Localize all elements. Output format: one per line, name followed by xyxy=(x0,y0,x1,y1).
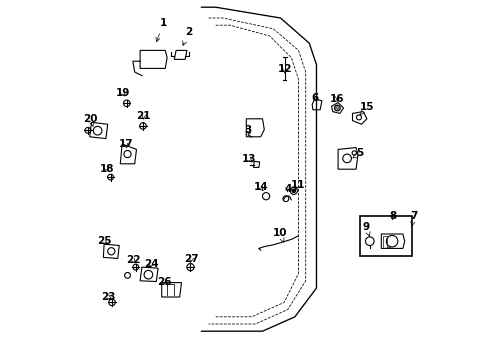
Text: 10: 10 xyxy=(272,228,286,242)
Circle shape xyxy=(291,189,295,193)
Text: 19: 19 xyxy=(115,88,130,98)
Text: 20: 20 xyxy=(83,114,98,127)
Text: 18: 18 xyxy=(100,164,114,174)
Text: 22: 22 xyxy=(125,255,140,265)
Text: 21: 21 xyxy=(136,111,151,121)
Text: 7: 7 xyxy=(409,211,417,226)
Text: 4: 4 xyxy=(284,184,291,194)
Text: 1: 1 xyxy=(156,18,167,42)
Text: 9: 9 xyxy=(362,222,369,236)
Text: 25: 25 xyxy=(97,236,111,246)
Bar xyxy=(359,216,411,256)
Circle shape xyxy=(334,105,340,111)
Text: 8: 8 xyxy=(388,211,396,221)
Text: 24: 24 xyxy=(144,258,159,269)
Text: 14: 14 xyxy=(253,182,267,192)
Text: 15: 15 xyxy=(359,102,373,115)
Text: 17: 17 xyxy=(118,139,133,149)
Text: 12: 12 xyxy=(277,64,291,74)
Text: 27: 27 xyxy=(183,254,198,264)
Text: 11: 11 xyxy=(290,180,305,190)
Text: 2: 2 xyxy=(183,27,192,45)
Text: 13: 13 xyxy=(241,154,256,164)
Text: 3: 3 xyxy=(244,125,251,135)
Text: 26: 26 xyxy=(157,276,171,287)
Text: 5: 5 xyxy=(352,148,363,158)
Text: 6: 6 xyxy=(311,93,318,103)
Text: 16: 16 xyxy=(329,94,344,104)
Text: 23: 23 xyxy=(101,292,116,302)
